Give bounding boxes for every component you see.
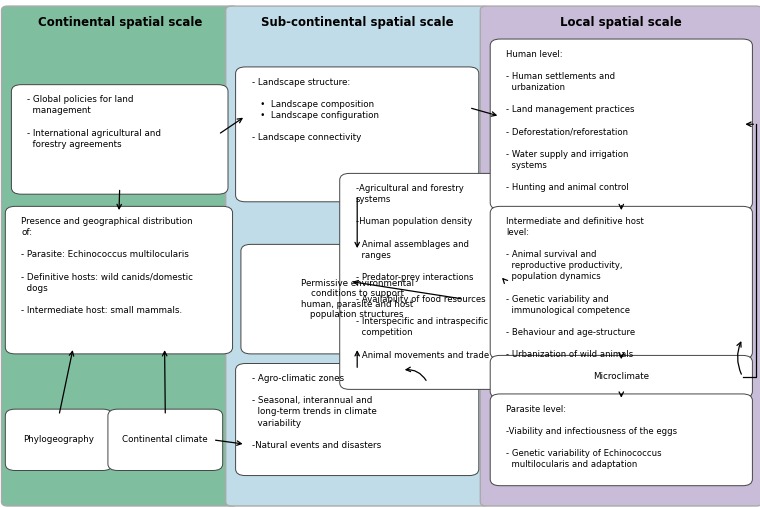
Text: -Agricultural and forestry
systems

-Human population density

- Animal assembla: -Agricultural and forestry systems -Huma… (356, 184, 489, 359)
Text: - Landscape structure:

   •  Landscape composition
   •  Landscape configuratio: - Landscape structure: • Landscape compo… (252, 78, 378, 142)
FancyBboxPatch shape (108, 409, 223, 470)
FancyBboxPatch shape (490, 394, 752, 486)
FancyBboxPatch shape (236, 67, 479, 202)
FancyBboxPatch shape (480, 6, 760, 506)
FancyBboxPatch shape (226, 6, 489, 506)
FancyBboxPatch shape (490, 206, 752, 359)
FancyBboxPatch shape (490, 355, 752, 398)
Text: Presence and geographical distribution
of:

- Parasite: Echinococcus multilocula: Presence and geographical distribution o… (21, 217, 193, 315)
Text: Phylogeography: Phylogeography (24, 436, 94, 444)
Text: Permissive environmental
conditions to support
human, parasite and host
populati: Permissive environmental conditions to s… (301, 279, 413, 319)
Text: Continental spatial scale: Continental spatial scale (37, 16, 202, 29)
FancyBboxPatch shape (241, 244, 473, 354)
FancyBboxPatch shape (340, 173, 515, 389)
FancyBboxPatch shape (490, 39, 752, 209)
Text: Human level:

- Human settlements and
  urbanization

- Land management practice: Human level: - Human settlements and urb… (506, 50, 635, 192)
FancyBboxPatch shape (11, 85, 228, 194)
FancyBboxPatch shape (2, 6, 238, 506)
Text: - Agro-climatic zones

- Seasonal, interannual and
  long-term trends in climate: - Agro-climatic zones - Seasonal, intera… (252, 374, 381, 450)
Text: Microclimate: Microclimate (594, 372, 649, 381)
Text: Parasite level:

-Viability and infectiousness of the eggs

- Genetic variabilit: Parasite level: -Viability and infectiou… (506, 405, 677, 469)
Text: - Global policies for land
  management

- International agricultural and
  fore: - Global policies for land management - … (27, 95, 161, 149)
Text: Sub-continental spatial scale: Sub-continental spatial scale (261, 16, 454, 29)
Text: Continental climate: Continental climate (122, 436, 208, 444)
FancyBboxPatch shape (5, 409, 112, 470)
Text: Local spatial scale: Local spatial scale (560, 16, 682, 29)
FancyBboxPatch shape (5, 206, 233, 354)
Text: Intermediate and definitive host
level:

- Animal survival and
  reproductive pr: Intermediate and definitive host level: … (506, 217, 644, 359)
FancyBboxPatch shape (236, 364, 479, 476)
